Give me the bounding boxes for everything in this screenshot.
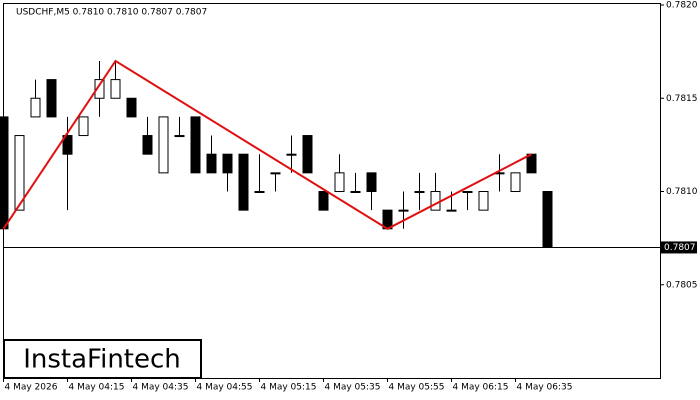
candle-body <box>222 153 233 174</box>
y-tick-label: 0.7805 <box>666 280 698 290</box>
candle-body <box>0 116 9 230</box>
y-tick-label: 0.7815 <box>666 94 698 104</box>
x-tick-label: 4 May 04:55 <box>197 383 253 393</box>
x-tick-label: 4 May 06:15 <box>453 383 509 393</box>
x-tick-label: 4 May 04:35 <box>133 383 189 393</box>
x-tick-label: 4 May 06:35 <box>517 383 573 393</box>
candle-body <box>318 191 329 211</box>
y-tick-label: 0.7820 <box>666 1 698 11</box>
candle-body <box>510 172 521 193</box>
x-tick-label: 4 May 05:15 <box>261 383 317 393</box>
candle-body <box>190 116 201 174</box>
candle-body <box>94 79 105 99</box>
candle-body <box>238 153 249 211</box>
candle-body <box>430 191 441 211</box>
pattern-line <box>2 59 532 230</box>
watermark-box <box>3 339 202 379</box>
x-tick-label: 4 May 05:35 <box>325 383 381 393</box>
x-tick-label: 4 May 04:15 <box>69 383 125 393</box>
candle-body <box>350 191 361 193</box>
candle-body <box>142 135 153 155</box>
candle-body <box>158 116 169 174</box>
candle-body <box>62 135 73 155</box>
candle-body <box>398 209 409 212</box>
candle-body <box>462 191 473 193</box>
candle-body <box>254 191 265 193</box>
x-tick-label: 4 May 2026 <box>5 383 58 393</box>
watermark: InstaFintech <box>23 345 181 375</box>
candle-body <box>414 191 425 193</box>
candle-body <box>174 135 185 138</box>
candle-body <box>206 153 217 174</box>
candle-body <box>46 79 57 118</box>
plot-frame <box>3 3 661 379</box>
current-price-box <box>661 241 697 254</box>
candle-body <box>30 97 41 118</box>
candle-body <box>366 172 377 193</box>
candle-body <box>78 116 89 137</box>
candle-body <box>478 191 489 211</box>
candle-body <box>542 191 553 248</box>
candle-body <box>126 97 137 118</box>
candle-body <box>302 135 313 174</box>
y-tick-label: 0.7810 <box>666 187 698 197</box>
candle-body <box>446 209 457 212</box>
candle-body <box>270 172 281 175</box>
candle-body <box>286 153 297 156</box>
candle-body <box>526 153 537 174</box>
chart-title: USDCHF,M5 0.7810 0.7810 0.7807 0.7807 <box>16 8 207 18</box>
current-price-label: 0.7807 <box>664 243 696 253</box>
candle-body <box>110 79 121 99</box>
x-tick-label: 4 May 05:55 <box>389 383 445 393</box>
candle-body <box>14 135 25 211</box>
candle-body <box>334 172 345 193</box>
